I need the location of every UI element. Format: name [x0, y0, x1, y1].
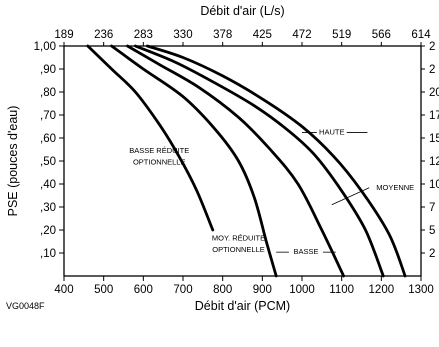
x-tick-label: 1100: [329, 284, 354, 296]
curve-moy-reduite: [110, 44, 278, 278]
label-moy-reduite-line2: OPTIONNELLE: [212, 245, 265, 254]
top-tick-label: 189: [54, 29, 73, 41]
label-basse-reduite-line1: BASSE RÉDUITE: [129, 146, 189, 155]
right-tick-label: 20: [429, 87, 439, 99]
top-tick-label: 519: [332, 29, 351, 41]
y-tick-label: ,80: [40, 87, 56, 99]
top-tick-label: 472: [292, 29, 311, 41]
curve-basse-reduite: [86, 44, 215, 232]
top-tick-label: 566: [372, 29, 391, 41]
label-basse-bg: [288, 247, 323, 257]
x-tick-label: 1200: [369, 284, 395, 296]
y-tick-label: ,60: [40, 133, 56, 145]
figure-code: VG0048F: [6, 301, 45, 311]
y-tick-label: ,50: [40, 156, 56, 168]
top-tick-label: 236: [94, 29, 113, 41]
y-tick-label: ,30: [40, 202, 56, 214]
right-tick-label: 7: [429, 202, 435, 214]
right-tick-label: 5: [429, 225, 435, 237]
right-tick-label: 2: [429, 41, 435, 53]
y-tick-label: 1,00: [34, 41, 56, 53]
x-tick-label: 600: [134, 284, 153, 296]
x-tick-label: 400: [54, 284, 73, 296]
top-tick-label: 378: [213, 29, 232, 41]
top-axis-title: Débit d'air (L/s): [200, 4, 284, 18]
chart-marks: [59, 42, 425, 281]
y-tick-label: ,90: [40, 64, 56, 76]
label-moyenne: MOYENNE: [376, 183, 414, 192]
y-tick-label: ,20: [40, 225, 56, 237]
right-tick-label: 2: [429, 248, 435, 260]
y-axis-title: PSE (pouces d'eau): [6, 106, 20, 217]
label-basse: BASSE: [293, 247, 318, 256]
x-tick-label: 1000: [289, 284, 315, 296]
leader-moyenne: [331, 187, 370, 206]
top-tick-label: 425: [253, 29, 272, 41]
top-tick-label: 614: [411, 29, 431, 41]
x-tick-label: 800: [213, 284, 232, 296]
right-tick-label: 15: [429, 133, 439, 145]
chart-labels: 400 500 600 700 800 900 1000 1100 1200 1300 189 236…: [6, 4, 439, 313]
curve-haute: [145, 44, 407, 278]
right-tick-label: 2: [429, 64, 435, 76]
x-tick-label: 500: [94, 284, 113, 296]
curve-basse: [126, 44, 345, 278]
x-tick-label: 900: [253, 284, 272, 296]
y-tick-label: ,10: [40, 248, 56, 260]
curve-moyenne: [134, 44, 385, 278]
label-haute-bg: [316, 127, 347, 137]
x-axis-title: Débit d'air (PCM): [195, 299, 290, 313]
top-tick-label: 283: [134, 29, 153, 41]
label-haute: HAUTE: [319, 128, 344, 137]
x-tick-label: 700: [173, 284, 192, 296]
x-tick-label: 1300: [408, 284, 434, 296]
label-basse-reduite-line2: OPTIONNELLE: [133, 157, 186, 166]
right-tick-label: 10: [429, 179, 439, 191]
top-tick-label: 330: [173, 29, 192, 41]
right-tick-label: 17: [429, 110, 439, 122]
y-tick-label: ,70: [40, 110, 56, 122]
y-tick-label: ,40: [40, 179, 56, 191]
right-tick-label: 12: [429, 156, 439, 168]
label-moy-reduite-line1: MOY. RÉDUITE: [212, 233, 265, 242]
